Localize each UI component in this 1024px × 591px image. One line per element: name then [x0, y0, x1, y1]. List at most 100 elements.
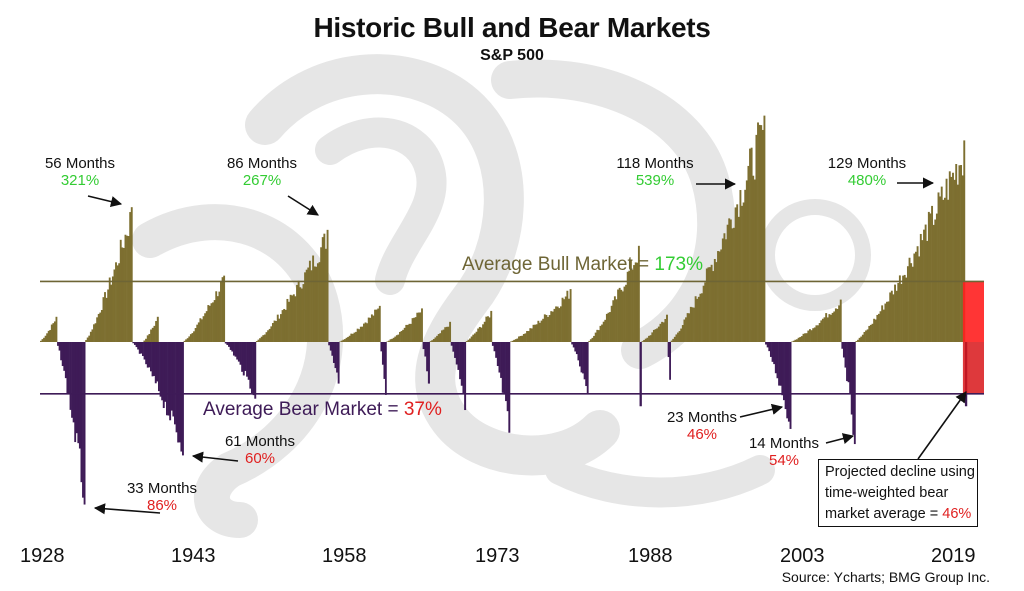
bull-bar — [707, 267, 710, 342]
bull-bar — [389, 339, 392, 342]
x-tick-label: 1928 — [20, 545, 65, 567]
bull-bar — [356, 328, 359, 342]
bear-label-2000: 23 Months 46% — [656, 409, 748, 443]
watermark-stroke — [132, 204, 344, 538]
bull-bar — [615, 299, 618, 342]
bull-bar — [202, 316, 205, 342]
bull-bar — [694, 296, 697, 342]
bull-bar — [146, 335, 149, 342]
bull-bar — [813, 327, 816, 342]
bear-bar — [169, 342, 172, 421]
bull-bar — [931, 205, 934, 342]
bull-bar — [749, 148, 751, 342]
bull-bar — [50, 324, 53, 342]
bull-bar — [839, 299, 842, 342]
bull-bar — [399, 331, 401, 342]
bull-bar — [807, 330, 810, 342]
bull-bar — [516, 338, 519, 342]
bull-bar — [201, 319, 203, 342]
bull-bar — [186, 338, 189, 342]
bull-bar — [488, 317, 491, 342]
bull-bar — [359, 326, 362, 342]
bull-bar — [675, 334, 678, 342]
bull-bar — [150, 329, 153, 342]
bull-bar — [955, 164, 958, 342]
bull-bar — [685, 317, 687, 342]
bear-bar — [847, 342, 850, 383]
bull-bar — [421, 308, 423, 342]
bear-bar — [166, 342, 168, 416]
bull-bar — [591, 337, 594, 342]
bear-bar — [337, 342, 340, 384]
bear-bar — [58, 342, 61, 351]
bear-bar — [247, 342, 250, 380]
bull-bar — [809, 329, 811, 342]
projection-pct: 46% — [942, 506, 972, 522]
bull-bar — [720, 249, 723, 342]
bull-bar — [701, 293, 703, 342]
bear-bar — [231, 342, 234, 352]
bull-bar — [302, 284, 305, 342]
bear-bar — [135, 342, 138, 348]
bear-bar — [779, 342, 782, 386]
bull-bar — [444, 327, 447, 342]
bear-bar — [501, 342, 504, 393]
bull-bar — [935, 213, 938, 342]
bull-bar — [610, 305, 613, 342]
bull-bar — [299, 287, 302, 342]
bull-bar — [823, 317, 826, 342]
bull-bar — [297, 280, 300, 342]
bull-bar — [403, 327, 406, 342]
bull-bar — [963, 140, 966, 342]
bull-bar — [108, 277, 111, 342]
bear-bar — [773, 342, 776, 365]
bull-bar — [648, 335, 651, 342]
bull-bar — [889, 292, 892, 342]
bear-bar — [141, 342, 144, 357]
bull-bar — [411, 318, 414, 342]
bull-bar — [105, 297, 108, 342]
watermark-ring — [759, 199, 871, 311]
bull-bar — [270, 326, 273, 342]
bull-bar — [677, 332, 679, 342]
bull-bar — [445, 326, 448, 342]
bull-bar — [363, 323, 365, 342]
bull-bar — [367, 317, 370, 342]
bear-bar — [164, 342, 167, 402]
bull-bar — [278, 318, 281, 342]
bull-bar — [926, 240, 929, 342]
bull-bar — [281, 310, 284, 342]
bull-bar — [919, 233, 922, 342]
bull-bar — [539, 322, 541, 342]
bear-bar — [244, 342, 247, 371]
bull-bar — [805, 333, 808, 342]
bear-bar — [72, 342, 75, 423]
bear-label-pct: 86% — [146, 497, 178, 514]
bull-bar — [522, 334, 525, 342]
bull-bar — [366, 323, 369, 342]
bull-bar — [441, 330, 443, 342]
watermark-stroke — [315, 117, 447, 295]
bull-bar — [377, 308, 380, 342]
bull-bar — [833, 311, 836, 342]
bear-bar — [383, 342, 386, 379]
bear-bar — [450, 342, 453, 346]
bear-bar — [162, 342, 165, 409]
bear-bar — [491, 342, 494, 346]
bull-bar — [794, 339, 797, 342]
bull-bar — [589, 339, 592, 342]
bull-bar — [548, 315, 551, 342]
bear-bar — [496, 342, 499, 367]
bull-bar — [434, 337, 437, 342]
annotation-arrow — [87, 195, 123, 208]
bull-bar — [402, 329, 405, 342]
bull-bar — [259, 338, 262, 342]
bull-bar — [350, 333, 353, 342]
bear-label-months: 61 Months — [224, 433, 296, 450]
bull-bar — [205, 311, 208, 342]
bull-bar — [855, 341, 858, 342]
bull-bar — [741, 205, 743, 342]
bull-bar — [318, 262, 321, 342]
bull-bar — [956, 184, 959, 342]
bull-bar — [670, 340, 673, 342]
